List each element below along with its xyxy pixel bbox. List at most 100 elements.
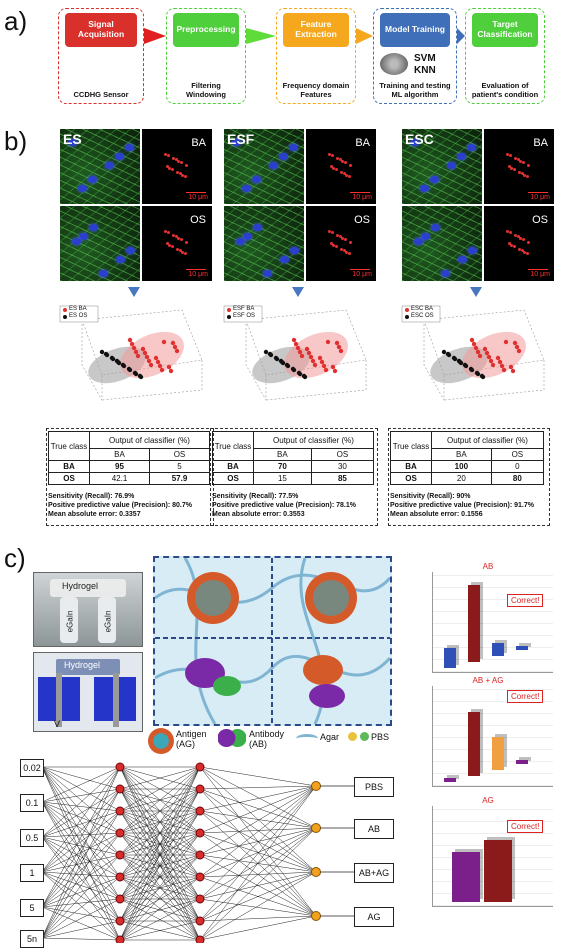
group-name: ES xyxy=(63,131,82,147)
v-label: V xyxy=(54,719,61,729)
panel-label-c: c) xyxy=(4,543,26,573)
classifier-stat: Mean absolute error: 0.3357 xyxy=(48,511,141,518)
col-ba: BA xyxy=(431,448,492,461)
correct-badge: Correct! xyxy=(507,690,544,703)
antibody-icon xyxy=(218,728,246,748)
os-label: OS xyxy=(532,214,548,226)
pca-scatter-plot xyxy=(59,305,203,402)
table-cell: 30 xyxy=(310,460,375,473)
col-ba: BA xyxy=(253,448,312,461)
scale-label: 10 μm xyxy=(530,271,550,278)
col-os: OS xyxy=(490,448,545,461)
ba-label: BA xyxy=(355,137,370,149)
confusion-table: True class Output of classifier (%) BA OS BA… xyxy=(390,431,545,485)
stage-description: Frequency domain Features xyxy=(282,81,350,99)
stage-title: Model Training xyxy=(380,13,450,47)
device-schematic: Hydrogel V xyxy=(33,652,143,732)
hidden-neuron xyxy=(115,916,125,926)
hidden-neuron xyxy=(115,850,125,860)
scale-bar xyxy=(186,192,206,193)
os-label: OS xyxy=(354,214,370,226)
micrograph-green: ESC xyxy=(402,129,482,204)
pipeline-stage-5: Target Classification Evaluation of patie… xyxy=(465,8,545,104)
stage-title: Preprocessing xyxy=(173,13,239,47)
probability-bar xyxy=(468,712,480,776)
table-cell: BA xyxy=(212,460,254,473)
os-red-channel: OS 10 μm xyxy=(142,206,212,281)
scale-bar xyxy=(528,269,548,270)
micrograph-green xyxy=(60,206,140,281)
table-cell: 70 xyxy=(253,460,312,473)
group-name: ESF xyxy=(227,131,255,147)
pipeline-stage-4: Model Training SVM KNN Training and testin… xyxy=(373,8,457,104)
output-node: AB+AG xyxy=(354,863,394,883)
hidden-neuron xyxy=(195,762,205,772)
hidden-neuron xyxy=(115,894,125,904)
pbs-icon xyxy=(348,732,357,741)
hydrogel-schematic-label: Hydrogel xyxy=(64,660,101,670)
scale-bar xyxy=(350,269,370,270)
input-node: 0.02 xyxy=(20,759,44,777)
agar-legend-label: Agar xyxy=(320,732,340,742)
ba-red-channel: BA 10 μm xyxy=(484,129,554,204)
agar-icon xyxy=(296,734,318,743)
panel-label-a: a) xyxy=(4,6,28,36)
stage-title: Signal Acquisition xyxy=(65,13,137,47)
output-header: Output of classifier (%) xyxy=(431,431,544,449)
input-node: 1 xyxy=(20,864,44,882)
pipeline-stage-1: Signal Acquisition CCDHG Sensor xyxy=(58,8,144,104)
probability-bar xyxy=(516,760,528,764)
group-name: ESC xyxy=(405,131,434,147)
confusion-table: True class Output of classifier (%) BA OS BA… xyxy=(48,431,211,485)
output-neuron xyxy=(311,911,321,921)
classifier-stat: Positive predictive value (Precision): 7… xyxy=(212,502,356,509)
brain-icon xyxy=(380,53,408,75)
table-cell: 85 xyxy=(310,472,375,485)
pca-scatter-plot xyxy=(223,305,367,402)
table-cell: 57.9 xyxy=(148,472,211,485)
stage-title: Feature Extraction xyxy=(283,13,349,47)
table-cell: 0 xyxy=(490,460,545,473)
hydrogel-label: Hydrogel xyxy=(62,581,99,591)
output-header: Output of classifier (%) xyxy=(89,431,210,449)
stage-description: CCDHG Sensor xyxy=(73,90,129,99)
hidden-neuron xyxy=(195,850,205,860)
table-cell: 95 xyxy=(89,460,150,473)
legend-entry-os: ES OS xyxy=(69,313,88,319)
output-node: AG xyxy=(354,907,394,927)
probability-bar xyxy=(484,840,512,902)
probability-bar xyxy=(492,643,504,656)
stage-description: Filtering Windowing xyxy=(186,81,226,99)
antigen-icon xyxy=(148,728,174,754)
legend-entry-os: ESF OS xyxy=(233,313,256,319)
down-arrow xyxy=(292,287,304,297)
table-cell: 15 xyxy=(253,472,312,485)
input-node: 0.1 xyxy=(20,794,44,812)
neural-network-diagram xyxy=(41,762,354,943)
probability-bar xyxy=(468,585,480,662)
hidden-neuron xyxy=(195,872,205,882)
probability-bar xyxy=(516,646,528,650)
probability-bar xyxy=(492,737,504,770)
down-arrow xyxy=(470,287,482,297)
classifier-stat: Positive predictive value (Precision): 8… xyxy=(48,502,192,509)
output-node: AB xyxy=(354,819,394,839)
legend-c: Antigen (AG) Antibody (AB) Agar PBS xyxy=(148,724,393,764)
antibody-legend-label: Antibody (AB) xyxy=(249,729,285,749)
hidden-neuron xyxy=(115,762,125,772)
legend-entry-ba: ESC BA xyxy=(411,306,434,312)
hidden-neuron xyxy=(195,806,205,816)
hidden-neuron xyxy=(195,784,205,794)
ba-red-channel: BA 10 μm xyxy=(306,129,376,204)
table-cell: BA xyxy=(48,460,90,473)
output-neuron xyxy=(311,781,321,791)
ba-label: BA xyxy=(533,137,548,149)
scale-bar xyxy=(186,269,206,270)
device-photo: Hydrogel eGaIn eGaIn xyxy=(33,572,143,647)
hidden-neuron xyxy=(115,828,125,838)
table-cell: 80 xyxy=(490,472,545,485)
table-cell: 42.1 xyxy=(89,472,150,485)
ba-label: BA xyxy=(191,137,206,149)
classifier-stat: Sensitivity (Recall): 77.5% xyxy=(212,493,299,500)
classifier-stat: Sensitivity (Recall): 76.9% xyxy=(48,493,135,500)
